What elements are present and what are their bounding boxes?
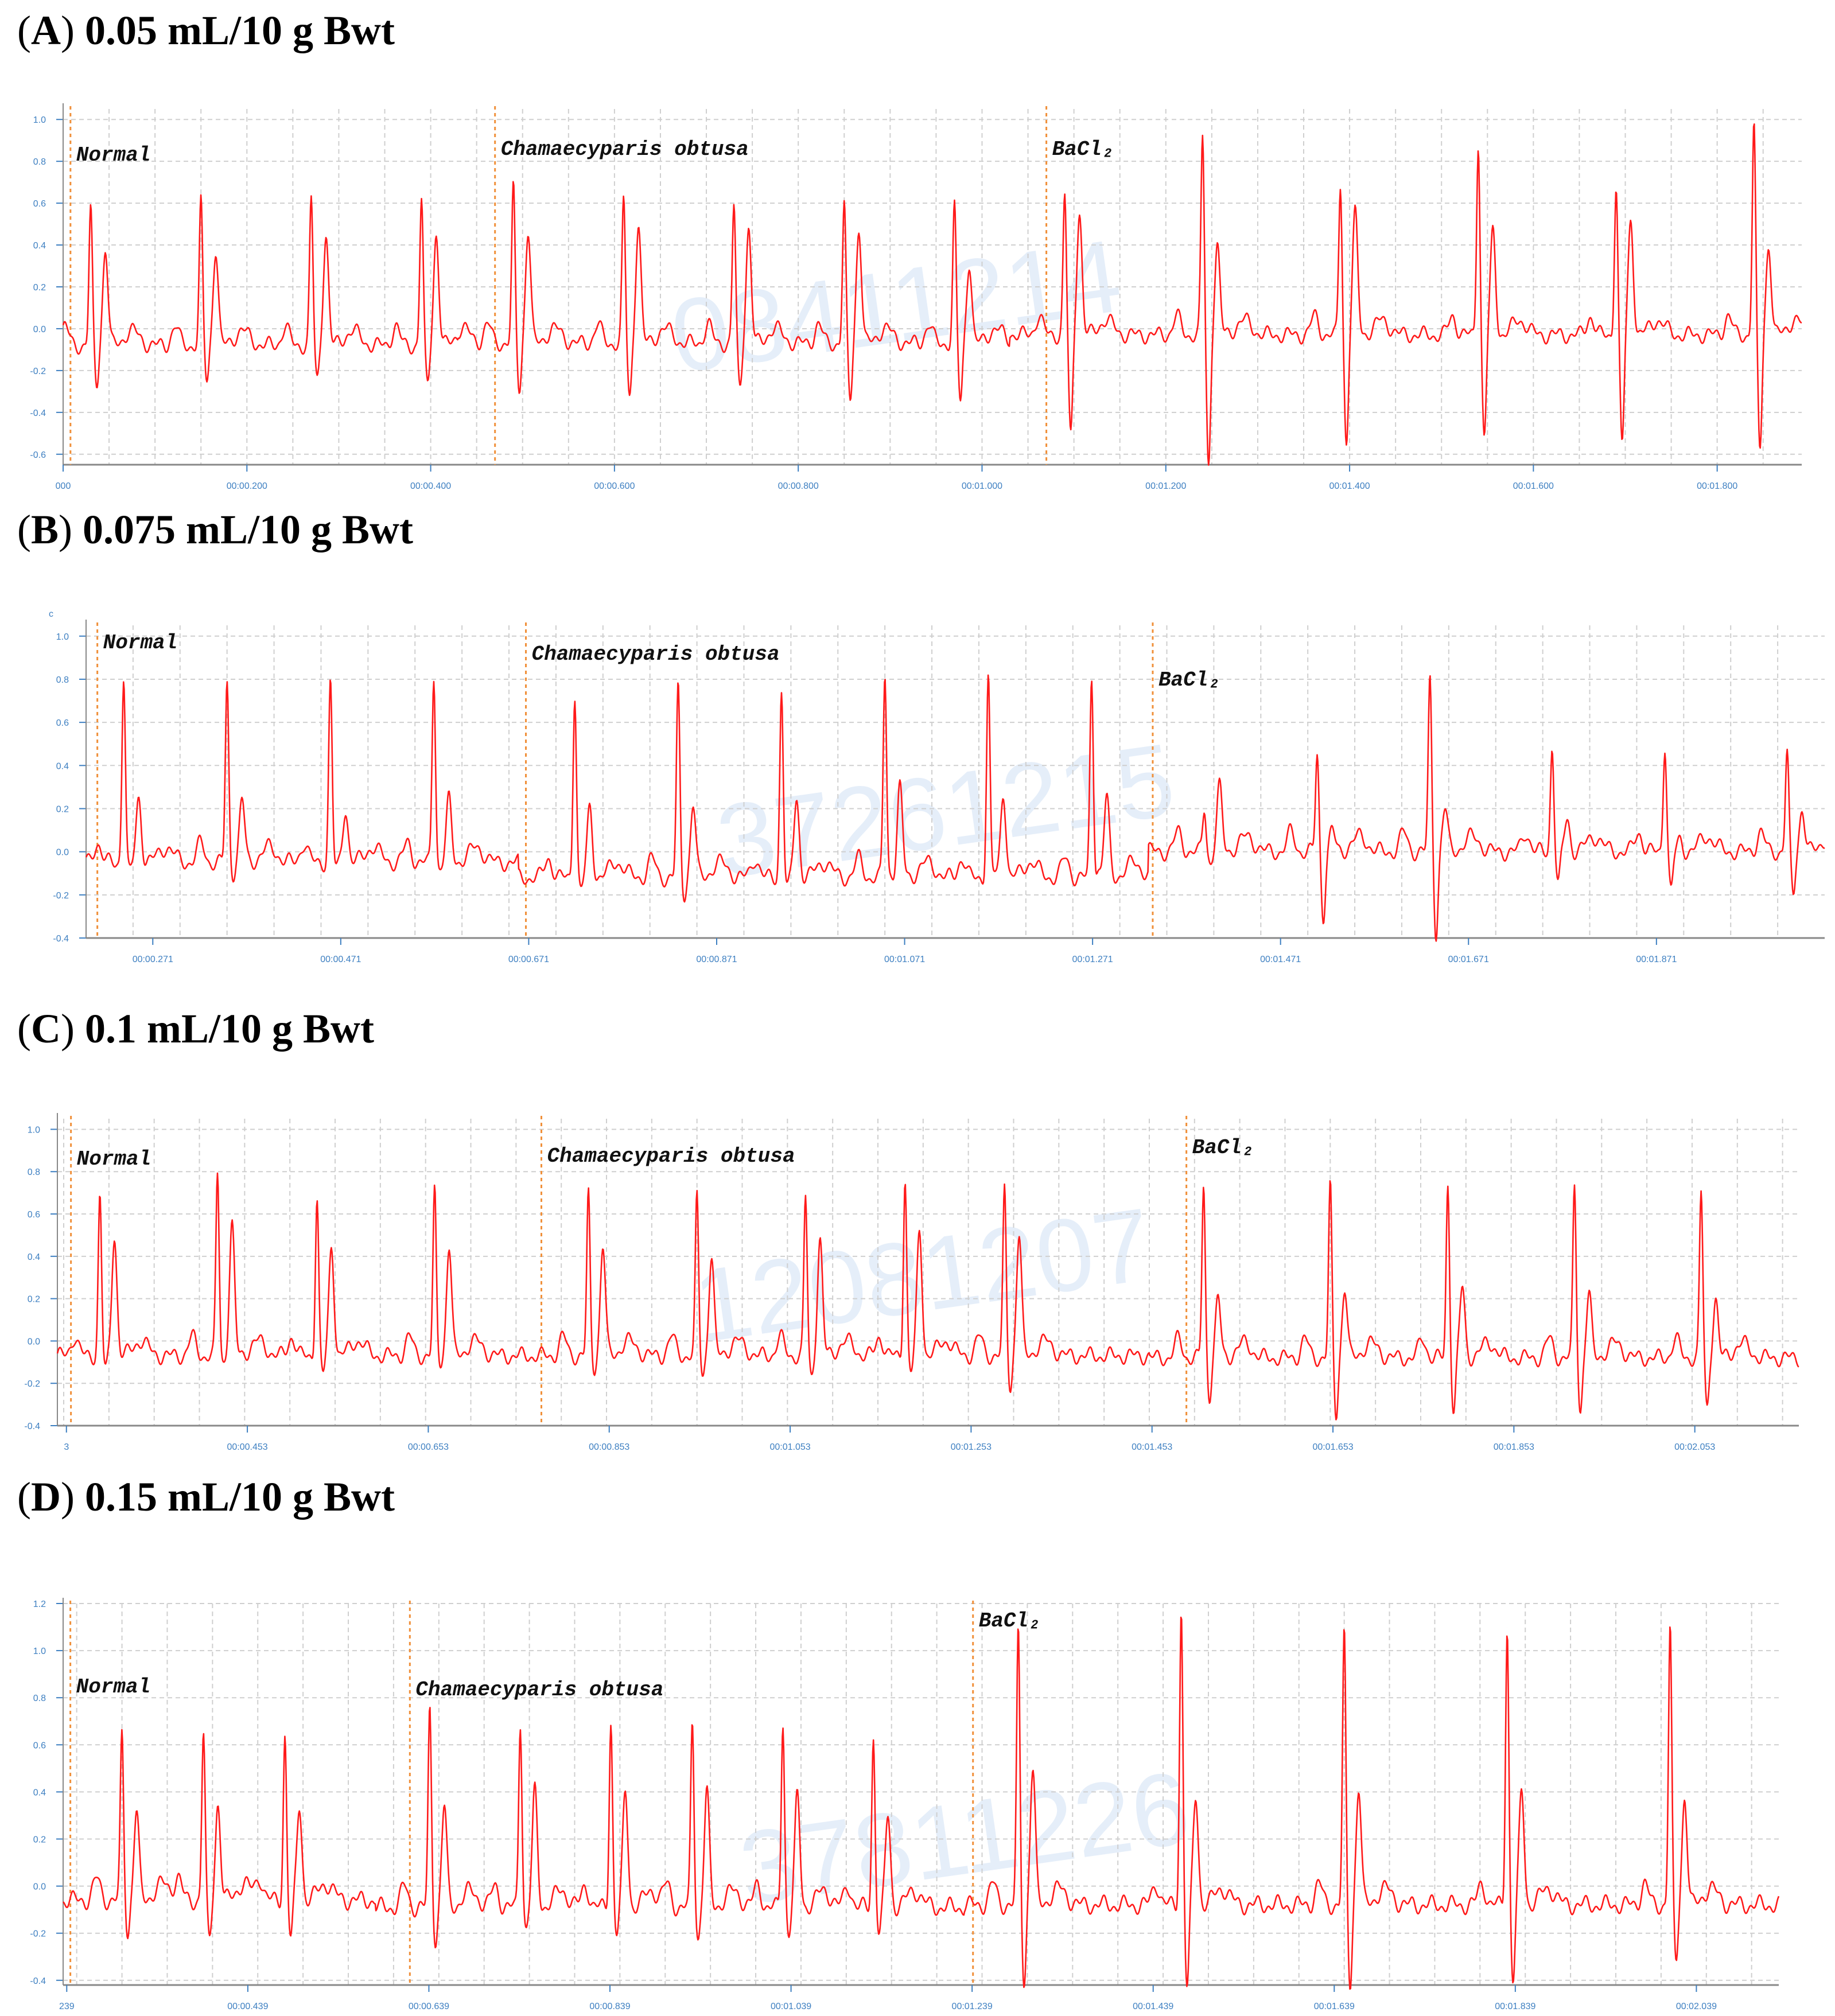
phase-annotation: Normal — [76, 1675, 151, 1699]
panel-a-title: (A) 0.05 mL/10 g Bwt — [17, 7, 395, 53]
y-tick-label: -0.4 — [53, 934, 69, 944]
y-tick-label: -0.4 — [24, 1422, 40, 1431]
x-tick-label: 00:00.439 — [227, 2002, 268, 2011]
x-tick-label: 00:00.271 — [133, 955, 173, 964]
x-tick-label: 239 — [59, 2002, 75, 2011]
y-tick-label: 0.0 — [33, 1882, 46, 1892]
x-tick-label: 00:01.471 — [1260, 955, 1301, 964]
x-tick-label: 00:01.239 — [952, 2002, 993, 2011]
x-tick-label: 00:01.853 — [1494, 1442, 1534, 1452]
x-tick-label: 00:01.271 — [1072, 955, 1113, 964]
x-tick-label: 00:00.453 — [227, 1442, 267, 1452]
y-tick-label: 0.0 — [33, 325, 46, 334]
y-tick-label: 0.2 — [33, 1835, 46, 1844]
y-tick-label: -0.4 — [30, 408, 46, 418]
phase-annotation: BaCl₂ — [1192, 1136, 1254, 1159]
x-tick-label: 00:01.400 — [1329, 481, 1370, 491]
x-tick-label: 00:01.453 — [1132, 1442, 1172, 1452]
x-tick-label: 00:01.800 — [1697, 481, 1737, 491]
ecg-trace — [85, 674, 1825, 942]
y-tick-label: 0.4 — [33, 241, 46, 251]
y-tick-label: 0.8 — [28, 1167, 40, 1177]
phase-annotation: Chamaecyparis obtusa — [547, 1145, 795, 1168]
y-tick-label: 1.0 — [28, 1125, 40, 1135]
y-tick-label: 0.0 — [28, 1337, 40, 1346]
ecg-trace — [56, 1172, 1799, 1420]
panel-d-title: (D) 0.15 mL/10 g Bwt — [17, 1474, 395, 1520]
x-tick-label: 00:02.053 — [1674, 1442, 1715, 1452]
x-tick-label: 00:00.471 — [320, 955, 361, 964]
x-tick-label: 00:01.600 — [1513, 481, 1554, 491]
y-tick-label: 0.4 — [56, 761, 69, 771]
ecg-chart-b: 37261215-0.4-0.20.00.20.40.60.81.0c00:00… — [49, 609, 1825, 964]
x-tick-label: 00:00.800 — [778, 481, 819, 491]
y-tick-label: 0.0 — [56, 848, 69, 858]
x-tick-label: 00:01.200 — [1145, 481, 1186, 491]
ecg-chart-d: 37811226-0.4-0.20.00.20.40.60.81.01.2239… — [30, 1598, 1780, 2011]
y-tick-label: -0.2 — [53, 891, 69, 901]
panel-b-title: (B) 0.075 mL/10 g Bwt — [17, 507, 413, 552]
x-tick-label: 00:01.439 — [1133, 2002, 1173, 2011]
x-tick-label: 00:01.053 — [769, 1442, 810, 1452]
x-tick-label: 00:01.839 — [1495, 2002, 1535, 2011]
y-tick-label: 0.6 — [33, 1741, 46, 1750]
x-tick-label: 000 — [56, 481, 71, 491]
x-tick-label: 00:00.653 — [408, 1442, 449, 1452]
ecg-chart-a: 08411214-0.6-0.4-0.20.00.20.40.60.81.000… — [30, 103, 1802, 491]
x-tick-label: 00:01.071 — [884, 955, 925, 964]
ecg-trace — [63, 1616, 1780, 1990]
phase-annotation: BaCl₂ — [979, 1609, 1041, 1633]
y-tick-label: 0.8 — [33, 1694, 46, 1703]
x-tick-label: 00:00.639 — [409, 2002, 449, 2011]
x-tick-label: 00:01.000 — [962, 481, 1002, 491]
y-tick-label: 1.0 — [56, 632, 69, 642]
y-tick-label: -0.2 — [30, 367, 46, 376]
x-tick-label: 00:01.639 — [1314, 2002, 1355, 2011]
y-tick-label: 0.2 — [28, 1295, 40, 1305]
x-tick-label: 00:02.039 — [1676, 2002, 1717, 2011]
x-tick-label: 00:01.871 — [1636, 955, 1677, 964]
phase-annotation: Chamaecyparis obtusa — [415, 1678, 663, 1702]
y-axis-corner-label: c — [49, 609, 53, 619]
x-tick-label: 00:01.671 — [1448, 955, 1489, 964]
y-tick-label: 0.4 — [28, 1252, 40, 1262]
x-tick-label: 00:00.839 — [589, 2002, 630, 2011]
y-tick-label: 0.8 — [33, 157, 46, 167]
phase-annotation: Normal — [76, 143, 151, 167]
y-tick-label: -0.2 — [30, 1929, 46, 1939]
x-tick-label: 3 — [64, 1442, 69, 1452]
x-tick-label: 00:00.671 — [508, 955, 549, 964]
phase-annotation: BaCl₂ — [1052, 138, 1114, 161]
y-tick-label: 0.4 — [33, 1788, 46, 1797]
y-tick-label: -0.6 — [30, 450, 46, 460]
y-tick-label: 1.0 — [33, 1647, 46, 1656]
panel-c-title: (C) 0.1 mL/10 g Bwt — [17, 1006, 374, 1052]
x-tick-label: 00:00.200 — [227, 481, 267, 491]
y-tick-label: -0.2 — [24, 1379, 40, 1389]
y-tick-label: 1.2 — [33, 1599, 46, 1609]
phase-annotation: Normal — [77, 1147, 151, 1171]
y-tick-label: 0.6 — [56, 718, 69, 728]
y-tick-label: 0.2 — [56, 804, 69, 814]
y-tick-label: 0.2 — [33, 283, 46, 293]
y-tick-label: 0.6 — [33, 199, 46, 209]
x-tick-label: 00:01.039 — [771, 2002, 811, 2011]
phase-annotation: Chamaecyparis obtusa — [532, 643, 780, 666]
y-tick-label: -0.4 — [30, 1976, 46, 1986]
ecg-trace — [62, 123, 1802, 466]
y-tick-label: 1.0 — [33, 115, 46, 125]
x-tick-label: 00:01.253 — [951, 1442, 992, 1452]
phase-annotation: Normal — [103, 631, 178, 655]
x-tick-label: 00:00.400 — [410, 481, 451, 491]
x-tick-label: 00:01.653 — [1312, 1442, 1353, 1452]
x-tick-label: 00:00.853 — [589, 1442, 629, 1452]
ecg-chart-c: 12081207-0.4-0.20.00.20.40.60.81.03 00:00… — [24, 1113, 1799, 1452]
phase-annotation: Chamaecyparis obtusa — [501, 138, 749, 161]
y-tick-label: 0.6 — [28, 1210, 40, 1220]
x-tick-label: 00:00.871 — [696, 955, 737, 964]
y-tick-label: 0.8 — [56, 675, 69, 685]
phase-annotation: BaCl₂ — [1158, 668, 1220, 692]
x-tick-label: 00:00.600 — [594, 481, 635, 491]
